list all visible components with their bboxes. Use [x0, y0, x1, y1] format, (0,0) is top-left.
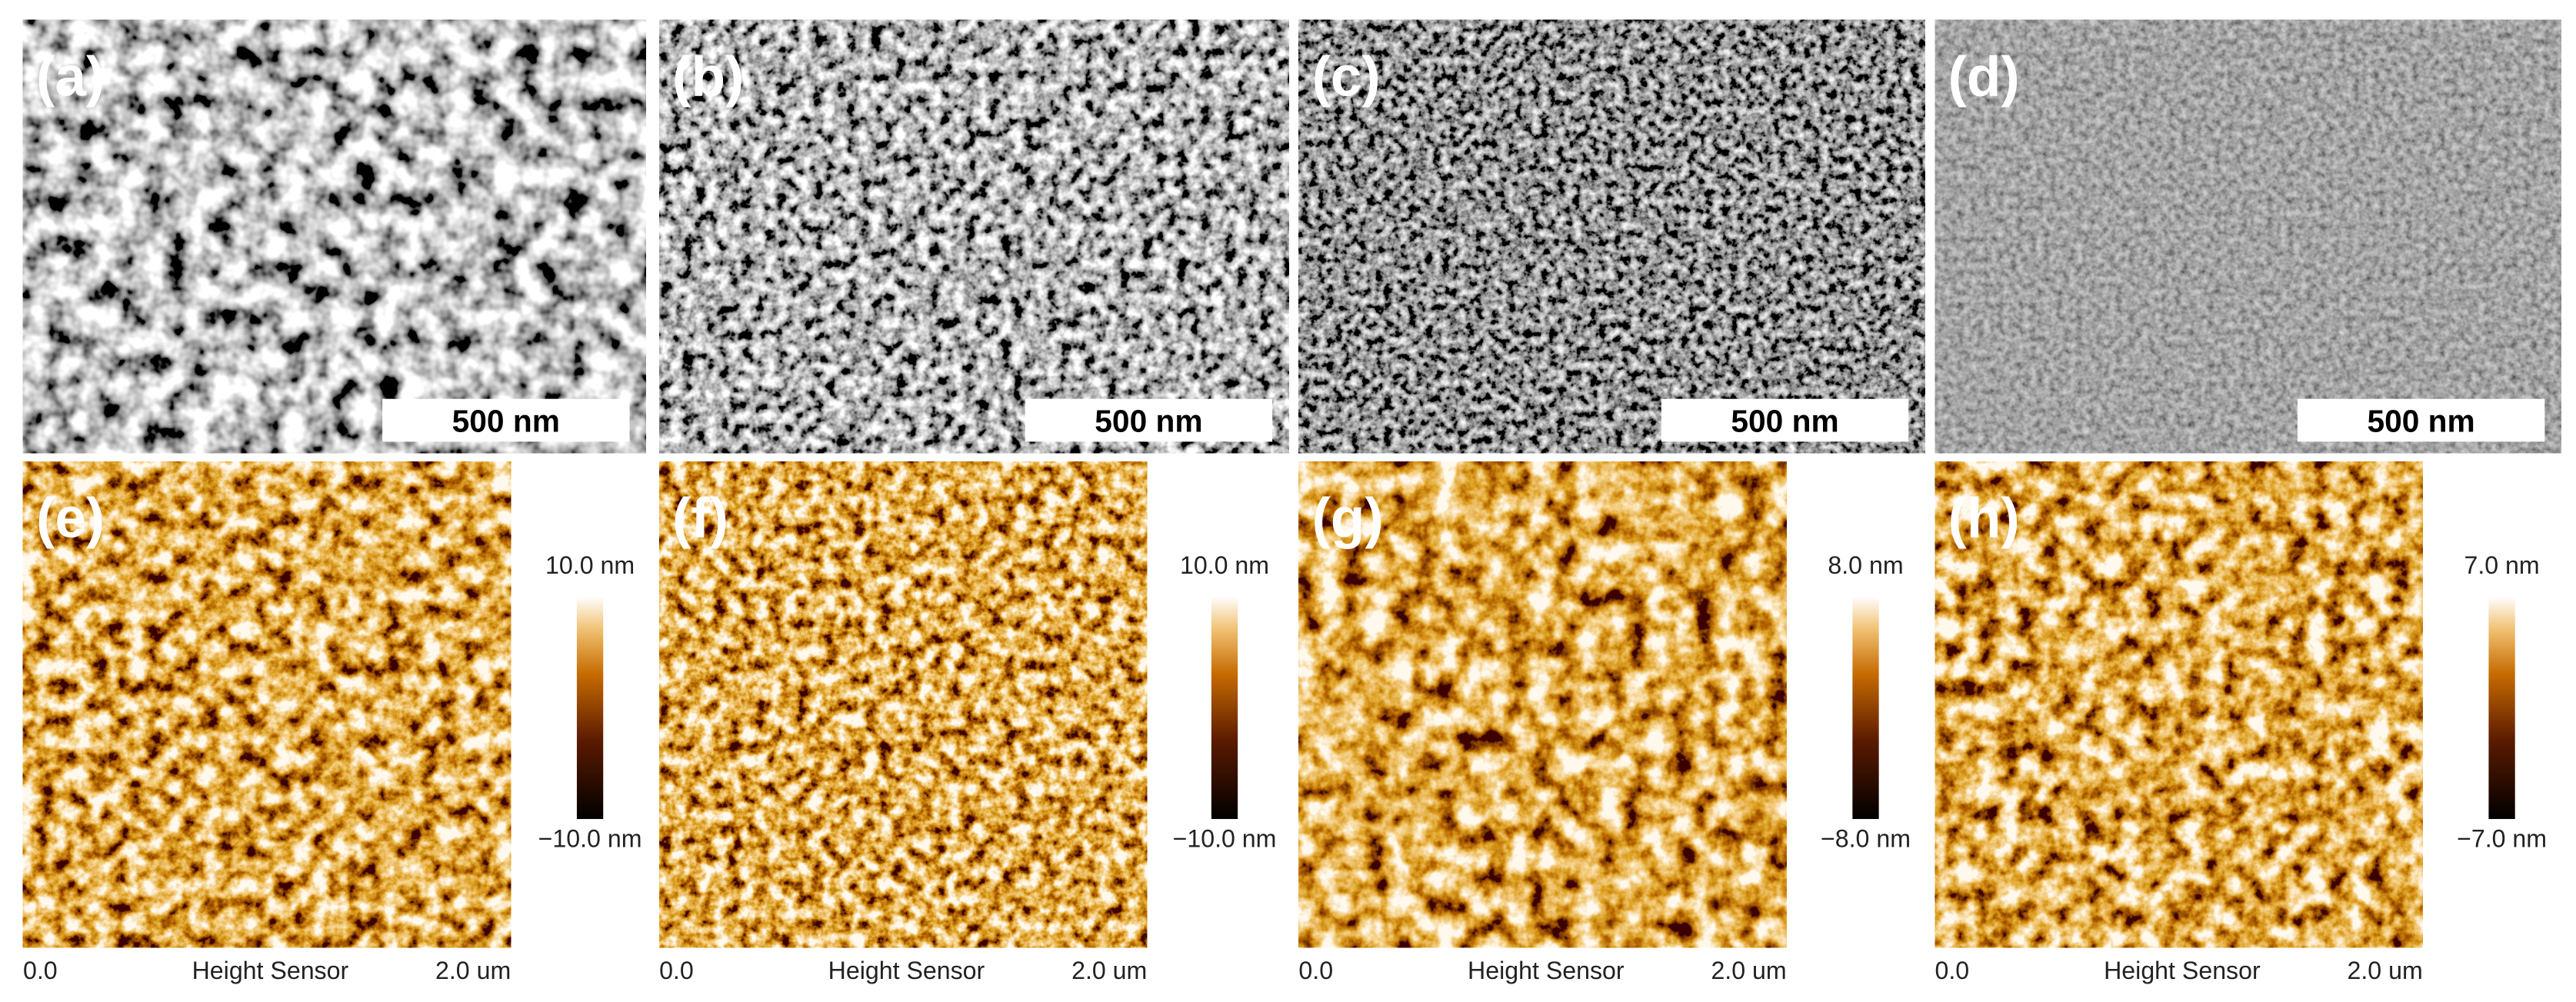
colorbar-max-label: 8.0 nm: [1828, 551, 1903, 579]
colorbar-min-label: −10.0 nm: [538, 824, 642, 852]
panel-label: (a): [36, 45, 105, 108]
afm-image: [1298, 461, 1787, 948]
colorbar-max-label: 10.0 nm: [545, 551, 635, 579]
x-end-label: 2.0 um: [1071, 957, 1147, 984]
x-end-label: 2.0 um: [2348, 957, 2423, 984]
scale-bar-box: [1661, 398, 1909, 442]
x-start-label: 0.0: [23, 957, 58, 984]
panel-label: (h): [1948, 488, 2020, 550]
scale-bar-label: 500 nm: [452, 404, 560, 439]
x-start-label: 0.0: [659, 957, 694, 984]
x-axis-label: Height Sensor: [2104, 957, 2261, 984]
afm-image: [1934, 461, 2423, 948]
colorbar: [1211, 596, 1238, 820]
colorbar-max-label: 7.0 nm: [2464, 551, 2539, 579]
sem-image: [659, 19, 1289, 454]
panel-label: (b): [672, 45, 744, 108]
x-end-label: 2.0 um: [435, 957, 511, 984]
panel-label: (c): [1312, 45, 1381, 108]
scale-bar-label: 500 nm: [1731, 404, 1838, 439]
colorbar: [2488, 596, 2515, 820]
scale-bar-box: [382, 398, 630, 442]
x-start-label: 0.0: [1934, 957, 1969, 984]
scale-bar-box: [2297, 398, 2545, 442]
afm-image: [22, 461, 512, 948]
colorbar-max-label: 10.0 nm: [1180, 551, 1269, 579]
colorbar: [1852, 596, 1879, 820]
colorbar: [576, 596, 604, 820]
panel-label: (d): [1948, 45, 2020, 108]
x-axis-label: Height Sensor: [1468, 957, 1625, 984]
sem-image: [1298, 19, 1925, 454]
colorbar-min-label: −10.0 nm: [1173, 824, 1277, 852]
panel-label: (e): [36, 488, 105, 550]
scale-bar-label: 500 nm: [1095, 404, 1202, 439]
scale-bar-box: [1025, 398, 1273, 442]
colorbar-min-label: −8.0 nm: [1821, 824, 1911, 852]
colorbar-min-label: −7.0 nm: [2457, 824, 2547, 852]
panel-label: (g): [1312, 488, 1384, 550]
panel-label: (f): [672, 488, 728, 550]
afm-image: [659, 461, 1148, 948]
sem-image: [22, 19, 646, 454]
x-start-label: 0.0: [1298, 957, 1333, 984]
x-end-label: 2.0 um: [1711, 957, 1786, 984]
sem-image: [1934, 19, 2561, 454]
x-axis-label: Height Sensor: [192, 957, 349, 984]
x-axis-label: Height Sensor: [828, 957, 985, 984]
scale-bar-label: 500 nm: [2367, 404, 2474, 439]
